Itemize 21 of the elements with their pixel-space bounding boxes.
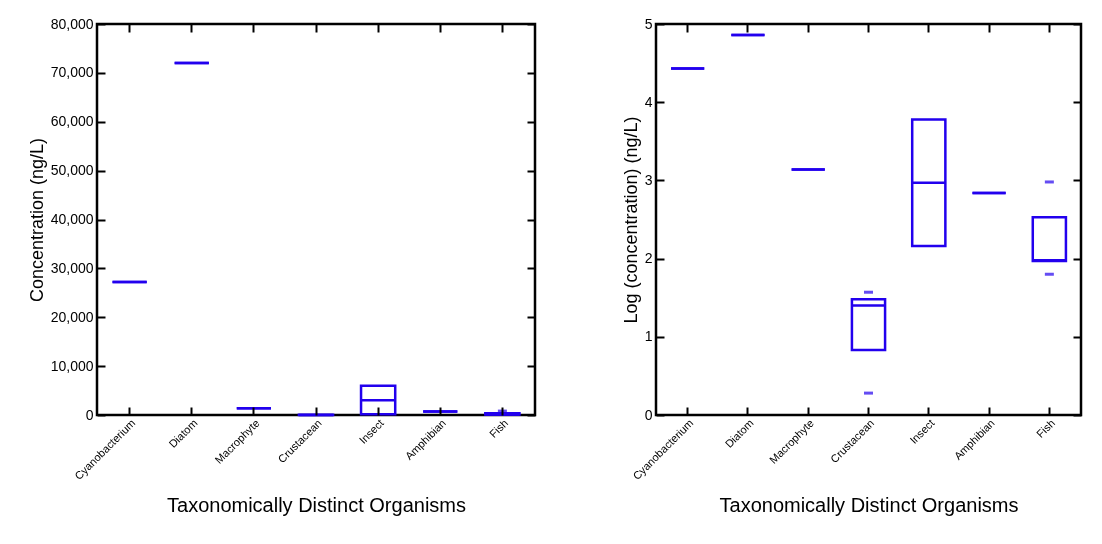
y-tick-label: 4 (644, 93, 653, 110)
y-axis-title: Log (concentration) (ng/L) (620, 116, 641, 324)
y-tick-label: 5 (644, 15, 653, 32)
y-axis-title: Concentration (ng/L) (26, 137, 47, 303)
y-tick-label: 3 (644, 171, 653, 188)
y-tick-label: 1 (644, 328, 653, 345)
x-tick-label: Fish (1033, 416, 1058, 440)
y-tick-label: 70,000 (50, 64, 94, 81)
y-tick-label: 20,000 (50, 308, 94, 325)
y-tick-label: 60,000 (50, 113, 94, 130)
x-axis-title: Taxonomically Distinct Organisms (719, 493, 1019, 516)
y-tick-label: 40,000 (50, 211, 94, 227)
x-axis-title: Taxonomically Distinct Organisms (167, 493, 466, 516)
y-tick-label: 30,000 (50, 259, 94, 276)
y-tick-label: 0 (85, 406, 94, 423)
y-tick-label: 2 (644, 250, 653, 267)
y-tick-label: 0 (644, 406, 653, 423)
y-tick-label: 50,000 (50, 162, 94, 179)
x-tick-label: Fish (486, 416, 511, 440)
y-tick-label: 80,000 (50, 15, 94, 32)
y-tick-label: 10,000 (50, 357, 94, 374)
